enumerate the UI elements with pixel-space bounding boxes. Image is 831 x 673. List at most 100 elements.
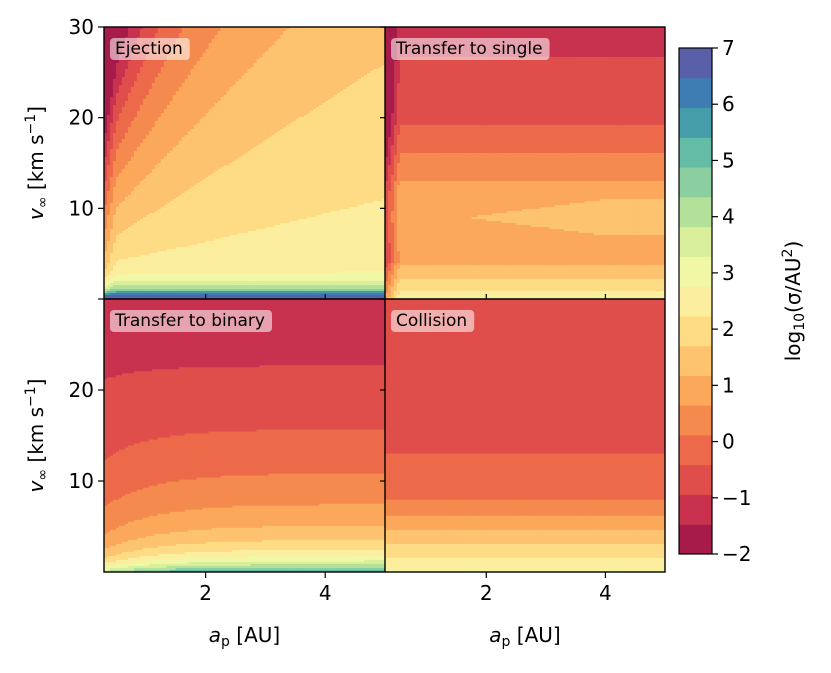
contour-cell [205, 285, 210, 290]
contour-cell [596, 57, 601, 126]
contour-cell [355, 295, 359, 299]
contour-cell [208, 241, 213, 274]
contour-cell [364, 473, 368, 505]
contour-cell [536, 125, 541, 154]
contour-cell [450, 543, 455, 559]
contour-cell [557, 557, 562, 571]
contour-cell [396, 295, 401, 299]
contour-cell [265, 285, 270, 290]
contour-cell [390, 211, 395, 224]
contour-cell [626, 235, 630, 266]
contour-cell [522, 453, 526, 501]
contour-cell [477, 499, 481, 517]
contour-cell [614, 265, 618, 280]
contour-cell [196, 561, 201, 567]
contour-cell [605, 299, 610, 455]
contour-cell [572, 125, 577, 154]
contour-cell [178, 567, 183, 571]
contour-cell [611, 291, 615, 299]
contour-cell [133, 561, 138, 567]
contour-cell [121, 275, 126, 282]
contour-cell [262, 525, 267, 541]
contour-cell [358, 365, 362, 431]
contour-cell [163, 109, 168, 158]
contour-cell [130, 539, 135, 553]
contour-cell [121, 169, 126, 202]
contour-cell [169, 435, 174, 483]
contour-cell [456, 299, 461, 455]
contour-cell [545, 499, 550, 517]
contour-cell [367, 365, 371, 431]
contour-cell [130, 561, 135, 567]
contour-cell [513, 211, 517, 224]
contour-cell [581, 299, 586, 455]
contour-cell [124, 373, 129, 449]
contour-cell [280, 555, 284, 563]
contour-cell [352, 561, 356, 565]
contour-cell [325, 365, 329, 431]
contour-cell [599, 515, 604, 531]
contour-cell [127, 293, 132, 296]
contour-cell [367, 563, 371, 569]
contour-cell [283, 429, 287, 475]
contour-cell [650, 291, 654, 299]
contour-cell [450, 453, 455, 501]
contour-cell [346, 87, 350, 210]
contour-cell [462, 529, 467, 545]
contour-cell [641, 125, 645, 154]
contour-cell [483, 299, 487, 455]
contour-cell [560, 205, 565, 230]
contour-cell [139, 295, 144, 299]
contour-cell [635, 265, 639, 280]
contour-cell [139, 565, 144, 569]
contour-cell [208, 27, 213, 44]
contour-cell [414, 453, 419, 501]
contour-cell [232, 527, 237, 543]
contour-cell [223, 527, 228, 543]
contour-cell [118, 275, 123, 282]
contour-cell [355, 27, 359, 82]
contour-cell [328, 291, 332, 294]
contour-cell [265, 289, 270, 292]
contour-cell [190, 561, 195, 567]
contour-cell [271, 539, 275, 551]
contour-cell [202, 27, 207, 54]
contour-cell [274, 365, 278, 431]
contour-cell [142, 517, 147, 539]
panel-title-box [110, 310, 272, 332]
contour-cell [220, 299, 225, 368]
contour-cell [447, 569, 452, 572]
contour-cell [196, 243, 201, 274]
contour-cell [328, 273, 332, 282]
contour-cell [566, 569, 571, 572]
contour-cell [262, 561, 267, 565]
contour-cell [560, 153, 565, 182]
contour-cell [304, 539, 308, 551]
contour-cell [435, 57, 440, 126]
contour-cell [563, 515, 568, 531]
contour-cell [390, 175, 395, 212]
contour-cell [620, 291, 624, 299]
contour-cell [175, 293, 180, 296]
contour-cell [584, 153, 589, 182]
contour-cell [124, 559, 129, 565]
contour-cell [605, 27, 610, 58]
contour-cell [340, 429, 344, 475]
contour-cell [581, 27, 586, 58]
contour-cell [136, 549, 141, 559]
contour-cell [286, 569, 290, 572]
contour-cell [548, 543, 553, 559]
contour-cell [647, 279, 651, 292]
contour-cell [193, 561, 198, 567]
contour-cell [530, 569, 535, 572]
contour-cell [447, 279, 452, 292]
contour-cell [632, 529, 636, 545]
contour-cell [399, 181, 404, 266]
contour-cell [178, 281, 183, 286]
contour-cell [566, 557, 571, 571]
contour-cell [244, 285, 249, 290]
contour-cell [560, 299, 565, 455]
contour-cell [346, 567, 350, 571]
contour-cell [298, 285, 302, 290]
contour-cell [548, 453, 553, 501]
